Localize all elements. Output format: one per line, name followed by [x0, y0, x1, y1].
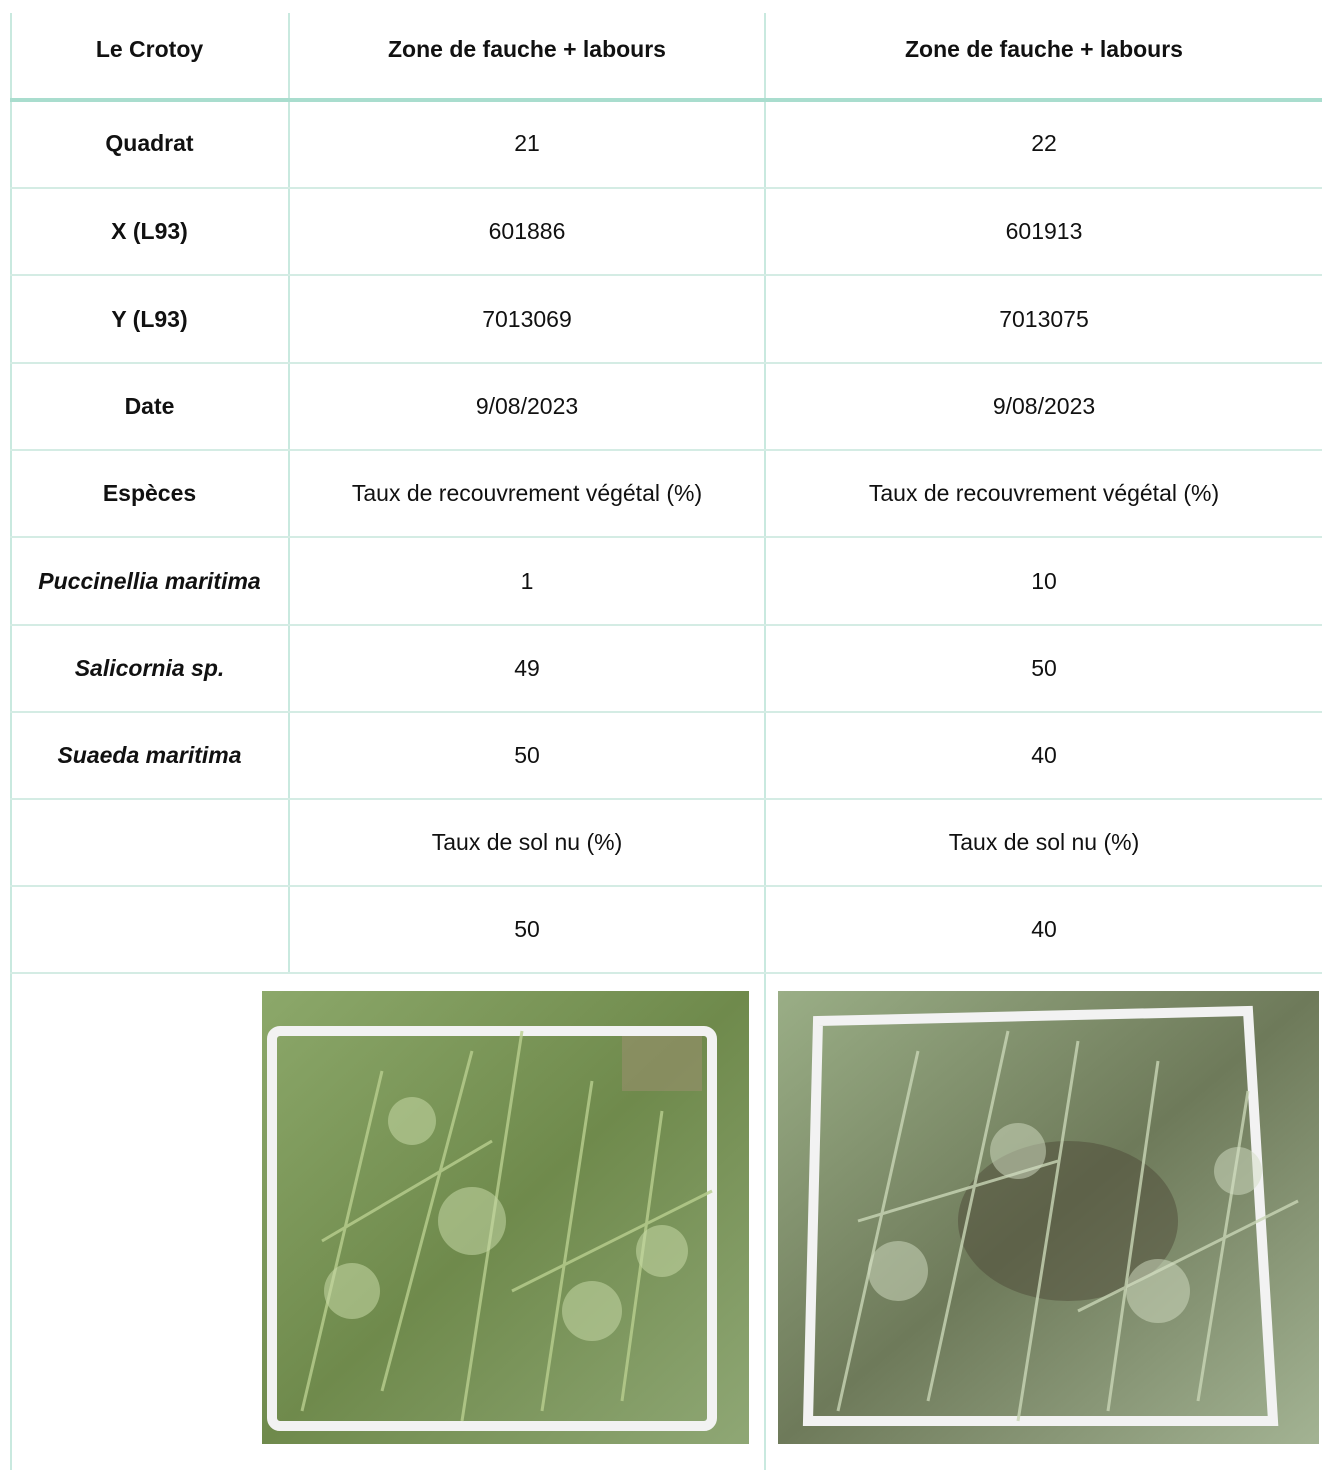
row-divider — [10, 187, 1322, 189]
row-label: Salicornia sp. — [74, 655, 225, 681]
row-label — [10, 800, 289, 885]
row-divider — [10, 449, 1322, 451]
row-label: Quadrat — [105, 129, 194, 156]
quadrat-22-value: Taux de recouvrement végétal (%) — [868, 480, 1220, 506]
row-divider — [10, 624, 1322, 626]
header-site: Le Crotoy — [95, 35, 204, 62]
row-label: Puccinellia maritima — [38, 567, 261, 594]
quadrat-21-value: 50 — [514, 916, 540, 942]
row-divider — [10, 885, 1322, 887]
quadrat-22-value: 10 — [1031, 567, 1057, 594]
quadrat-22-value: 50 — [1031, 655, 1057, 681]
quadrat-22-value: 7013075 — [999, 305, 1089, 332]
quadrat-21-photo — [262, 991, 749, 1444]
header-col2: Zone de fauche + labours — [905, 35, 1183, 62]
quadrat-21-value: 21 — [514, 129, 540, 156]
quadrat-21-value: 7013069 — [482, 305, 572, 332]
header-col1: Zone de fauche + labours — [388, 35, 666, 62]
row-divider — [10, 536, 1322, 538]
quadrat-22-value: 40 — [1031, 916, 1057, 942]
row-label: Y (L93) — [111, 305, 188, 332]
quadrat-22-value: 601913 — [1005, 218, 1083, 244]
row-label — [10, 887, 289, 972]
survey-table: Le Crotoy Zone de fauche + labours Zone … — [10, 13, 1322, 1470]
quadrat-21-value: 9/08/2023 — [475, 393, 579, 419]
quadrat-22-value: 22 — [1031, 129, 1057, 156]
grid-line-col2 — [764, 13, 766, 1470]
quadrat-22-value: 40 — [1031, 742, 1057, 768]
header-rule — [10, 98, 1322, 102]
grid-line-left — [10, 13, 12, 1470]
quadrat-21-value: 1 — [520, 567, 534, 594]
quadrat-21-value: 601886 — [488, 218, 566, 244]
quadrat-21-value: Taux de recouvrement végétal (%) — [351, 480, 703, 506]
row-label: Espèces — [102, 480, 197, 506]
vegetation-image — [262, 991, 749, 1444]
row-label: Date — [124, 393, 175, 419]
row-label: Suaeda maritima — [57, 742, 242, 768]
quadrat-21-value: 49 — [514, 655, 540, 681]
row-divider — [10, 362, 1322, 364]
row-divider — [10, 798, 1322, 800]
grid-line-col1 — [288, 13, 290, 973]
quadrat-22-value: Taux de sol nu (%) — [948, 829, 1140, 855]
quadrat-22-photo — [778, 991, 1319, 1444]
row-label: X (L93) — [111, 218, 188, 244]
row-divider — [10, 274, 1322, 276]
row-divider — [10, 711, 1322, 713]
row-divider — [10, 972, 1322, 974]
vegetation-image — [778, 991, 1319, 1444]
quadrat-21-value: 50 — [514, 742, 540, 768]
quadrat-22-value: 9/08/2023 — [992, 393, 1096, 419]
quadrat-21-value: Taux de sol nu (%) — [431, 829, 623, 855]
